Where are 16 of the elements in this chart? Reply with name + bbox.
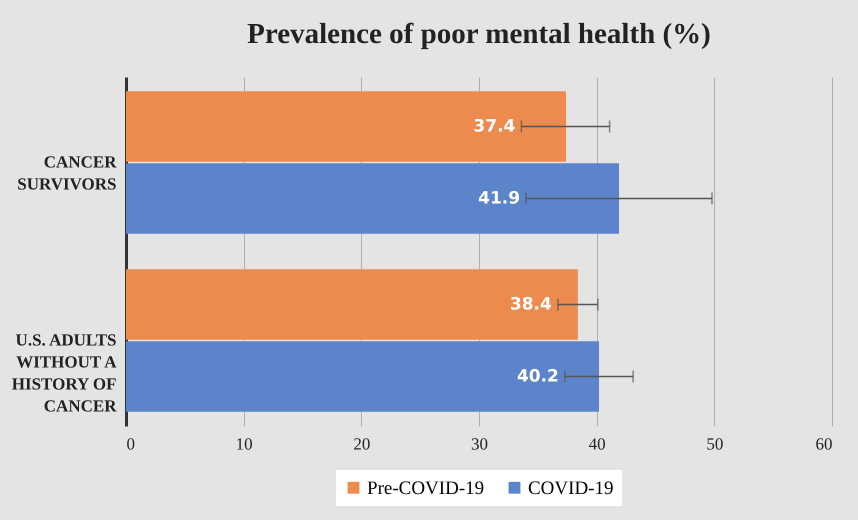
data-label: 38.4 <box>510 294 552 315</box>
data-label: 37.4 <box>473 116 516 136</box>
x-tick-label: 30 <box>471 434 488 454</box>
legend-label: Pre-COVID-19 <box>367 478 484 499</box>
x-tick-label: 60 <box>816 434 832 454</box>
x-tick-label: 40 <box>588 434 606 454</box>
x-tick-label: 50 <box>706 434 724 454</box>
data-label: 41.9 <box>478 188 520 208</box>
y-tick-label: U.S. ADULTS WITHOUT A HISTORY OF CANCER <box>12 330 118 416</box>
x-tick-label: 0 <box>126 434 135 454</box>
legend-label: COVID-19 <box>528 478 614 499</box>
chart-title: Prevalence of poor mental health (%) <box>247 18 711 50</box>
y-tick-label: CANCER SURVIVORS <box>17 152 118 194</box>
x-tick-label: 20 <box>353 434 370 454</box>
x-tick-label: 10 <box>236 434 253 454</box>
data-label: 40.2 <box>516 366 559 387</box>
